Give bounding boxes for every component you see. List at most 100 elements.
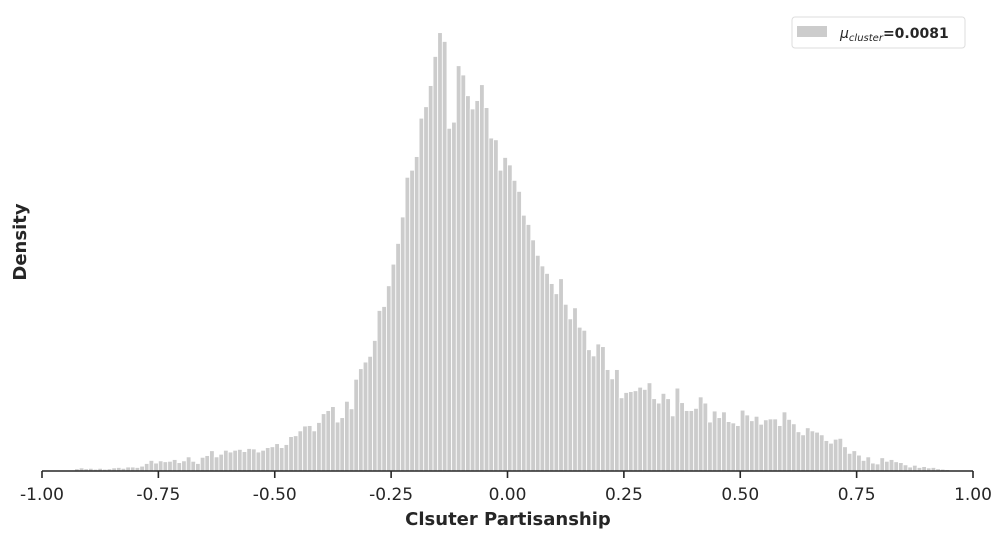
- histogram-bar: [390, 263, 397, 472]
- histogram-bar: [530, 239, 536, 472]
- histogram-bar: [469, 108, 476, 472]
- histogram-bar: [656, 402, 662, 472]
- histogram-bar: [846, 452, 853, 472]
- histogram-bar: [274, 443, 280, 472]
- histogram-bar: [344, 400, 350, 472]
- histogram-bar: [483, 107, 490, 472]
- histogram-bar: [311, 430, 318, 472]
- histogram-bar: [190, 460, 197, 472]
- x-tick-label: 0.50: [721, 485, 759, 505]
- histogram-bar: [316, 422, 322, 472]
- histogram-bar: [185, 456, 192, 472]
- y-axis-label: Density: [10, 203, 31, 280]
- histogram-bar: [465, 95, 471, 472]
- histogram-bar: [386, 285, 392, 472]
- histogram-bar: [497, 169, 504, 472]
- histogram-bar: [651, 398, 657, 472]
- histogram-bar: [204, 455, 210, 472]
- histogram-bar: [660, 392, 667, 472]
- histogram-bar: [348, 408, 355, 472]
- histogram-bar: [837, 437, 844, 472]
- histogram-bar: [791, 423, 797, 472]
- histogram-bar: [818, 434, 825, 472]
- histogram-bar: [772, 418, 778, 472]
- histogram-bar: [879, 457, 885, 472]
- legend: μcluster=0.0081: [791, 16, 966, 49]
- histogram-bar: [767, 418, 774, 472]
- histogram-bar: [618, 397, 625, 472]
- histogram-bar: [269, 446, 276, 472]
- histogram-bar: [381, 306, 387, 472]
- histogram-bar: [418, 117, 425, 472]
- histogram-bar: [902, 464, 909, 472]
- histogram-bar: [437, 32, 443, 472]
- histogram-bar: [604, 369, 611, 472]
- histogram-bar: [306, 425, 313, 472]
- histogram-bar: [409, 169, 415, 472]
- histogram-bar: [581, 329, 588, 472]
- legend-value: =0.0081: [883, 26, 949, 42]
- histogram-bar: [716, 417, 723, 472]
- histogram-bar: [576, 326, 583, 472]
- histogram-bar: [521, 214, 527, 472]
- histogram-bar: [279, 447, 285, 472]
- histogram-bar: [763, 419, 769, 472]
- legend-subscript: cluster: [849, 33, 884, 44]
- histogram-bar: [320, 413, 327, 472]
- histogram-bar: [232, 449, 238, 472]
- histogram-bar: [144, 463, 150, 472]
- histogram-bar: [181, 460, 187, 472]
- histogram-bar: [255, 451, 262, 472]
- histogram-bar: [870, 462, 876, 472]
- histogram-bar: [632, 390, 639, 472]
- histogram-bar: [353, 378, 359, 472]
- histogram-bar: [739, 409, 746, 472]
- histogram-bar: [888, 459, 895, 472]
- histogram-bar: [567, 318, 574, 472]
- histogram-bar: [251, 448, 257, 472]
- x-tick-label: -1.00: [20, 485, 64, 505]
- histogram-bar: [758, 423, 764, 472]
- histogram-bar: [562, 303, 569, 472]
- histogram-bar: [148, 460, 155, 472]
- histogram-bar: [395, 243, 401, 472]
- histogram-bar: [586, 349, 592, 472]
- histogram-bar: [795, 431, 802, 472]
- histogram-bar: [749, 420, 755, 472]
- histogram-bar: [730, 422, 736, 472]
- histogram-bar: [805, 427, 811, 472]
- histogram-bar: [213, 456, 220, 472]
- histogram-bar: [874, 463, 881, 472]
- histogram-bar: [725, 421, 732, 472]
- histogram-bar: [511, 179, 518, 472]
- histogram-bar: [628, 391, 634, 472]
- histogram-bar: [479, 84, 485, 472]
- histogram-bar: [665, 398, 671, 472]
- histogram-bar: [246, 448, 252, 472]
- histogram-bar: [441, 41, 448, 472]
- histogram-bar: [865, 456, 871, 472]
- histogram-bar: [176, 462, 183, 472]
- legend-label: μcluster=0.0081: [839, 26, 949, 44]
- histogram-bar: [674, 387, 681, 472]
- histogram-bar: [539, 265, 546, 472]
- histogram-bar: [912, 464, 918, 472]
- histogram-bar: [884, 460, 890, 472]
- histogram-bar: [516, 191, 522, 472]
- histogram-bar: [460, 74, 467, 472]
- histogram-bar: [525, 224, 532, 472]
- histogram-bar: [637, 386, 643, 472]
- histogram-bar: [688, 410, 695, 472]
- histogram-bar: [474, 100, 480, 472]
- histogram-bar: [227, 451, 234, 472]
- histogram-bars: [69, 32, 965, 472]
- histogram-bar: [809, 430, 816, 472]
- histogram-bar: [614, 369, 620, 472]
- histogram-bar: [800, 434, 806, 472]
- histogram-bar: [223, 449, 229, 472]
- legend-swatch: [797, 26, 827, 37]
- x-tick-label: 0.25: [605, 485, 643, 505]
- histogram-bar: [367, 355, 373, 472]
- histogram-bar: [814, 431, 820, 472]
- histogram-bar: [241, 451, 248, 472]
